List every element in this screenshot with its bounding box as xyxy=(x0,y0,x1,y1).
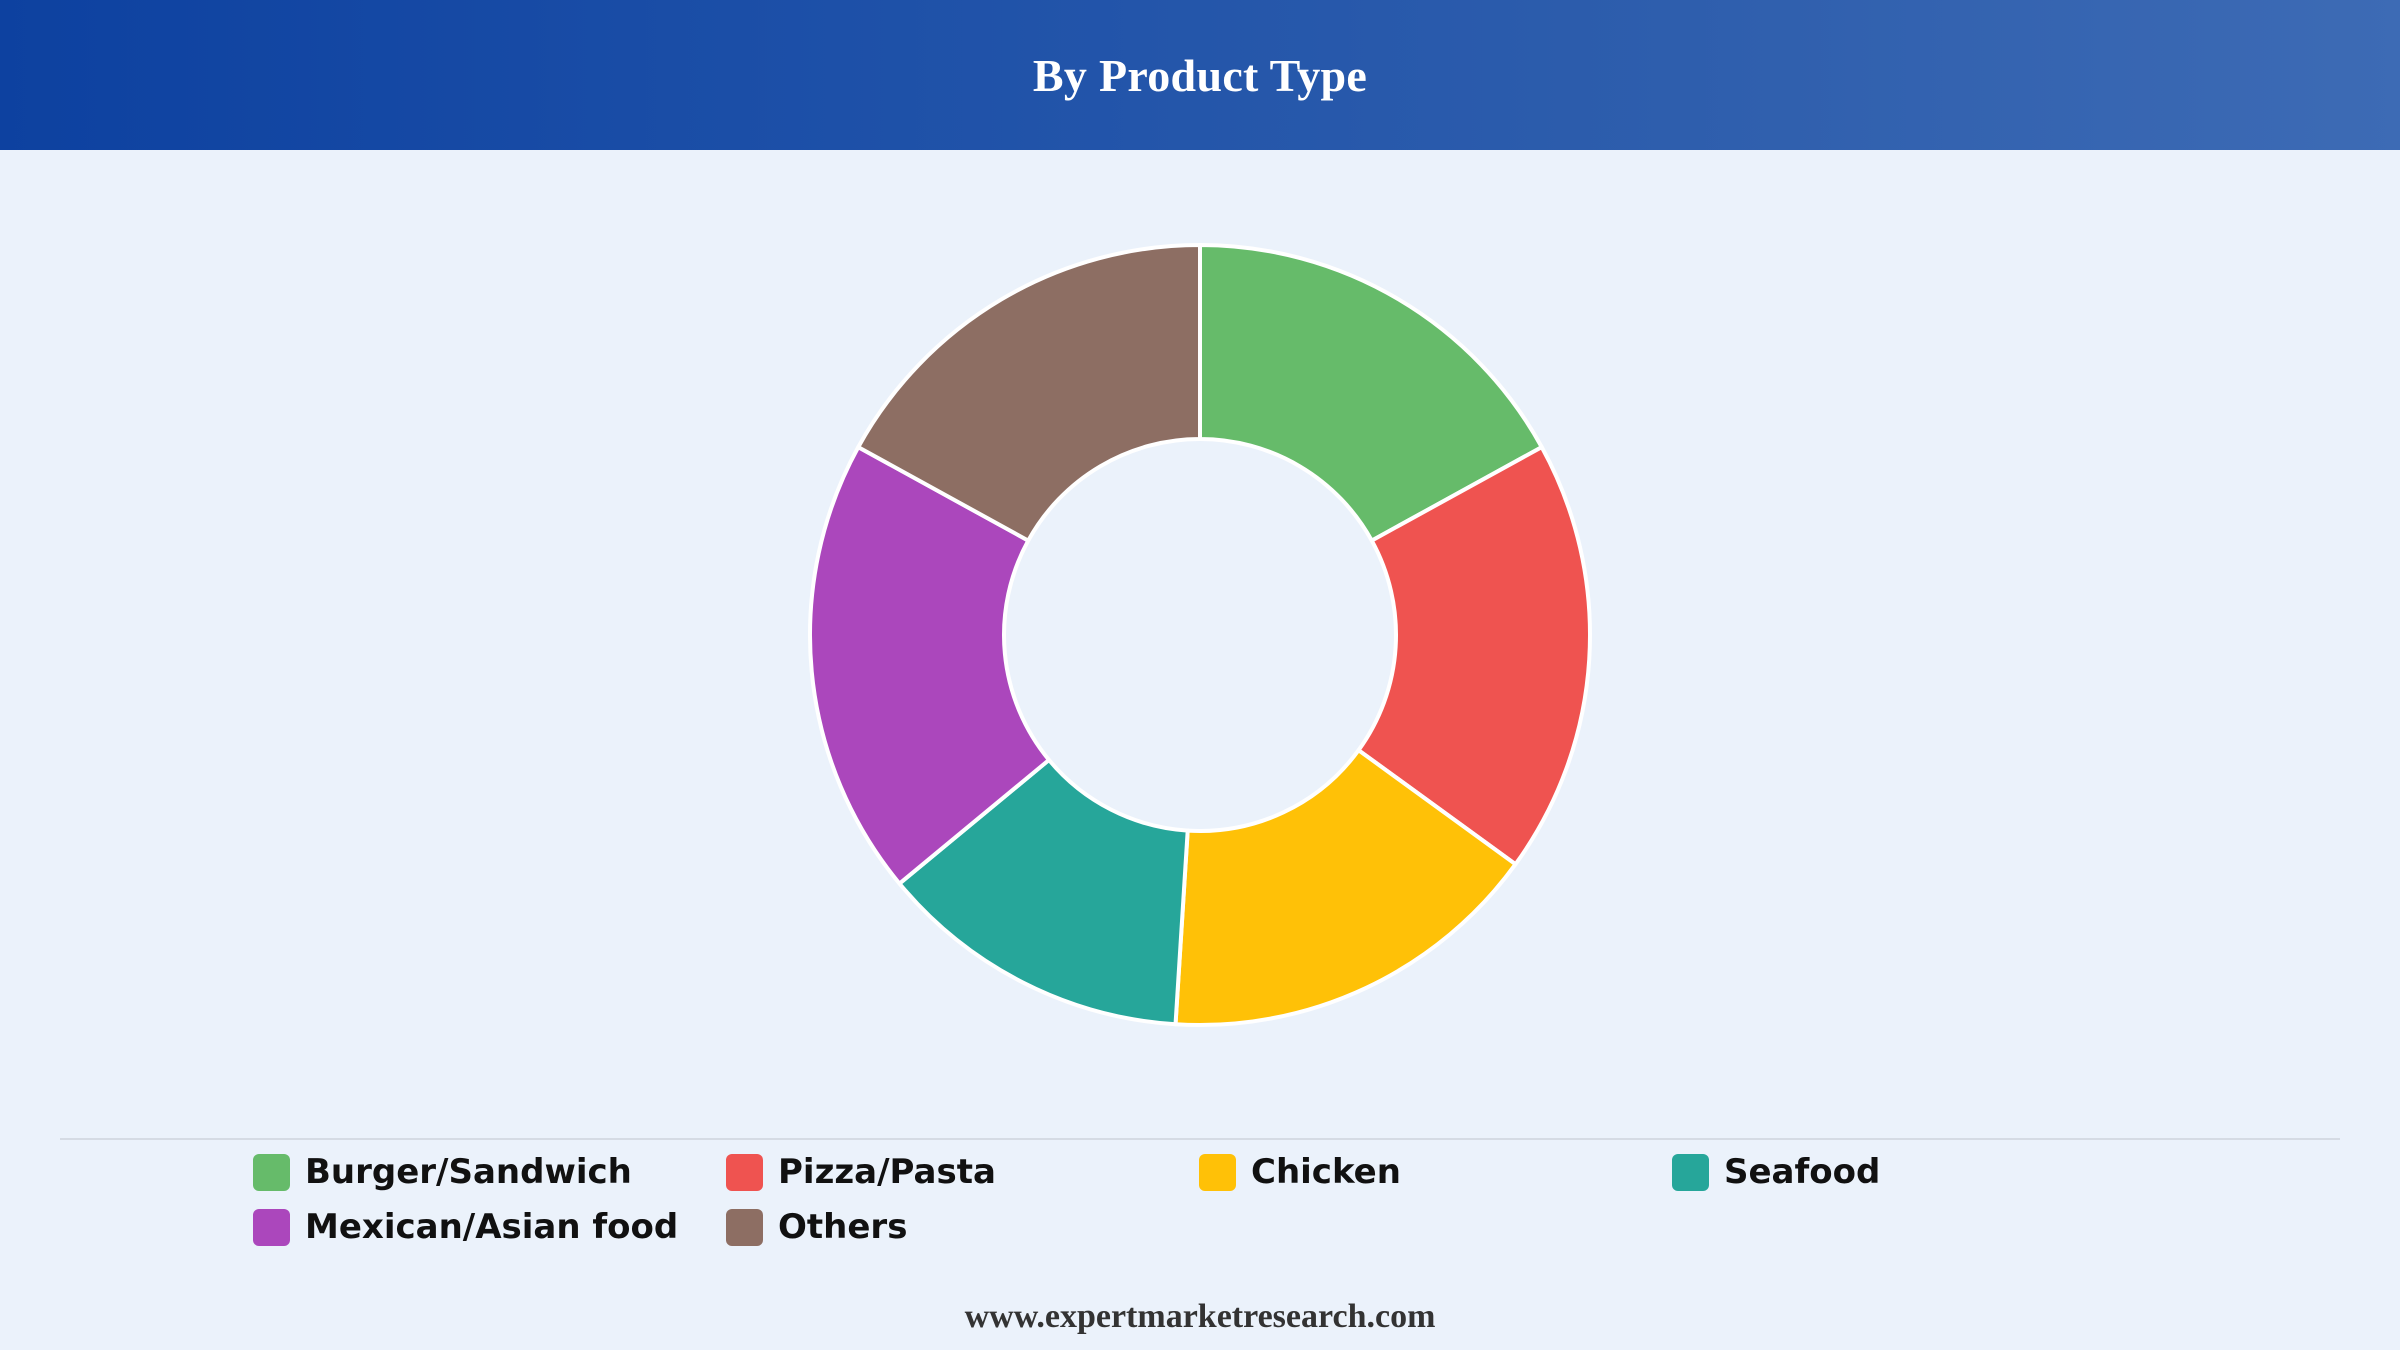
chart-legend: Burger/Sandwich Pizza/Pasta Chicken Seaf… xyxy=(253,1152,2153,1247)
legend-label: Others xyxy=(778,1207,908,1247)
donut-slice-others[interactable] xyxy=(856,243,1202,543)
donut-slice-burger-sandwich[interactable] xyxy=(1198,243,1544,543)
donut-slice-chicken[interactable] xyxy=(1173,748,1518,1027)
legend-item-others[interactable]: Others xyxy=(726,1207,1199,1247)
legend-item-pizza-pasta[interactable]: Pizza/Pasta xyxy=(726,1152,1199,1192)
legend-swatch xyxy=(726,1153,763,1191)
legend-item-seafood[interactable]: Seafood xyxy=(1672,1152,2145,1192)
legend-label: Seafood xyxy=(1724,1152,1881,1192)
chart-title: By Product Type xyxy=(1032,49,1368,101)
donut-slice-pizza-pasta[interactable] xyxy=(1356,445,1593,867)
legend-swatch xyxy=(1672,1153,1709,1191)
legend-label: Mexican/Asian food xyxy=(305,1207,679,1247)
legend-swatch xyxy=(253,1208,290,1246)
legend-label: Chicken xyxy=(1251,1152,1401,1192)
donut-chart xyxy=(808,243,1593,1027)
donut-slice-mexican-asian-food[interactable] xyxy=(808,445,1051,886)
legend-swatch xyxy=(253,1153,290,1191)
legend-divider xyxy=(60,1138,2340,1140)
chart-header: By Product Type xyxy=(0,0,2400,150)
website-footer: www.expertmarketresearch.com xyxy=(964,1298,1436,1335)
legend-label: Burger/Sandwich xyxy=(305,1152,632,1192)
legend-item-mexican-asian-food[interactable]: Mexican/Asian food xyxy=(253,1207,726,1247)
legend-item-burger-sandwich[interactable]: Burger/Sandwich xyxy=(253,1152,726,1192)
legend-label: Pizza/Pasta xyxy=(778,1152,996,1192)
legend-swatch xyxy=(726,1208,763,1246)
legend-swatch xyxy=(1199,1153,1236,1191)
legend-item-chicken[interactable]: Chicken xyxy=(1199,1152,1672,1192)
